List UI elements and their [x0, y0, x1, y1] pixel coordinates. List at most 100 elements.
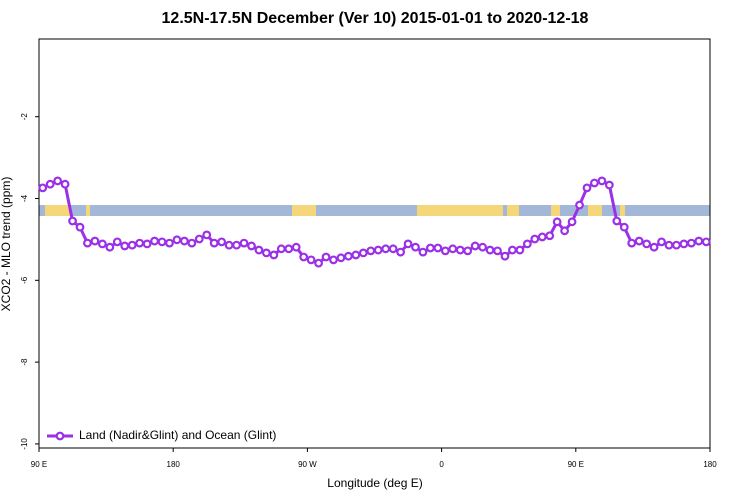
data-point: [127, 240, 137, 250]
data-point: [373, 245, 383, 255]
data-point: [433, 243, 443, 253]
data-point: [314, 258, 323, 268]
data-point: [172, 235, 182, 245]
data-point: [575, 200, 584, 210]
land-segment: [292, 205, 316, 216]
data-point: [522, 239, 532, 249]
land-segment: [551, 205, 560, 216]
data-point: [202, 230, 212, 240]
data-point: [165, 238, 174, 248]
legend-marker: [55, 431, 65, 441]
data-point: [590, 178, 599, 188]
data-point: [194, 234, 204, 244]
land-segment: [507, 205, 519, 216]
data-point: [545, 231, 555, 241]
x-axis-label: Longitude (deg E): [327, 476, 422, 490]
data-point: [68, 216, 77, 226]
data-point: [90, 236, 100, 246]
data-point: [38, 183, 48, 193]
data-point: [411, 242, 420, 252]
data-point: [381, 244, 391, 254]
data-point: [329, 255, 338, 265]
y-tick-label: -8: [20, 358, 29, 366]
y-tick-label: -10: [20, 438, 29, 450]
data-point: [351, 250, 361, 260]
data-point: [187, 238, 197, 248]
data-point: [321, 252, 331, 262]
data-point: [45, 179, 55, 189]
y-tick-label: -4: [20, 194, 29, 202]
land-segment: [417, 205, 503, 216]
data-point: [112, 237, 122, 247]
x-tick-label: 180: [167, 460, 181, 469]
data-point: [694, 236, 704, 246]
data-point: [403, 239, 413, 249]
land-segment: [45, 205, 70, 216]
land-segment: [620, 205, 625, 216]
data-point: [493, 246, 502, 256]
legend-label: Land (Nadir&Glint) and Ocean (Glint): [79, 428, 276, 442]
data-point: [396, 247, 405, 257]
data-point: [247, 241, 256, 251]
data-point: [224, 240, 234, 250]
x-tick-label: 90 W: [298, 460, 317, 469]
data-point: [366, 246, 376, 256]
data-point: [239, 238, 249, 248]
data-point: [560, 226, 570, 236]
data-point: [344, 251, 353, 261]
data-point: [642, 239, 652, 249]
data-point: [97, 239, 107, 249]
data-point: [485, 245, 495, 255]
data-point: [672, 240, 681, 250]
data-point: [470, 241, 480, 251]
y-axis-label: XCO2 - MLO trend (ppm): [0, 177, 13, 312]
data-point: [75, 222, 85, 232]
data-point: [478, 242, 488, 252]
data-point: [612, 216, 622, 226]
data-point: [150, 236, 159, 246]
data-point: [179, 236, 189, 246]
land-segment: [588, 205, 602, 216]
data-point: [60, 179, 70, 189]
data-point: [500, 251, 510, 261]
x-tick-label: 90 E: [31, 460, 47, 469]
data-point: [604, 180, 614, 190]
data-point: [53, 176, 63, 186]
data-point: [306, 255, 316, 265]
data-point: [657, 237, 666, 247]
y-tick-label: -2: [20, 113, 29, 121]
data-point: [358, 248, 368, 258]
land-segment: [86, 205, 90, 216]
data-point: [299, 252, 309, 262]
data-point: [269, 250, 279, 260]
data-point: [619, 222, 629, 232]
y-tick-label: -6: [20, 276, 29, 284]
land-ocean-band: [39, 205, 710, 216]
data-point: [209, 238, 219, 248]
data-point: [105, 242, 115, 252]
data-point: [582, 183, 592, 193]
data-point: [627, 238, 637, 248]
data-point: [679, 239, 689, 249]
data-point: [261, 248, 271, 258]
data-point: [157, 237, 167, 247]
data-point: [120, 241, 130, 251]
data-point: [276, 244, 286, 254]
data-point: [463, 246, 473, 256]
data-point: [336, 253, 346, 263]
data-point: [552, 217, 562, 227]
data-point: [388, 244, 398, 254]
data-point: [291, 242, 301, 252]
data-point: [83, 238, 92, 248]
data-point: [634, 236, 644, 246]
x-tick-label: 0: [439, 460, 444, 469]
data-point: [515, 245, 525, 255]
data-point: [135, 238, 145, 248]
data-point: [664, 240, 674, 250]
data-point: [284, 244, 294, 254]
data-point: [232, 240, 241, 250]
data-point: [701, 237, 711, 247]
data-point: [455, 245, 465, 255]
data-point: [508, 245, 517, 255]
